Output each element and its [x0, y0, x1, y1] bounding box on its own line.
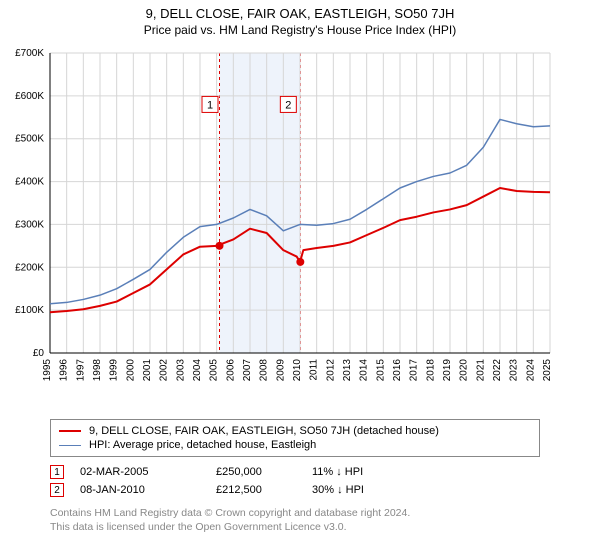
svg-text:2003: 2003 [175, 359, 186, 382]
legend-swatch-icon [59, 430, 81, 432]
svg-text:2016: 2016 [392, 359, 403, 382]
svg-text:£200K: £200K [15, 262, 44, 273]
svg-text:1999: 1999 [109, 359, 120, 382]
svg-text:2001: 2001 [142, 359, 153, 382]
legend-label: HPI: Average price, detached house, East… [89, 439, 316, 451]
legend-swatch-icon [59, 445, 81, 446]
svg-text:2014: 2014 [359, 359, 370, 382]
svg-text:2019: 2019 [442, 359, 453, 382]
svg-text:2005: 2005 [209, 359, 220, 382]
svg-text:2: 2 [285, 99, 291, 111]
sales-table: 1 02-MAR-2005 £250,000 11% ↓ HPI 2 08-JA… [50, 463, 600, 499]
svg-text:2008: 2008 [259, 359, 270, 382]
svg-text:2007: 2007 [242, 359, 253, 382]
svg-text:2000: 2000 [125, 359, 136, 382]
svg-text:£700K: £700K [15, 48, 44, 59]
attribution-line: This data is licensed under the Open Gov… [50, 521, 600, 535]
svg-text:£500K: £500K [15, 134, 44, 145]
svg-text:2015: 2015 [375, 359, 386, 382]
sale-date: 02-MAR-2005 [80, 466, 200, 478]
svg-text:2012: 2012 [325, 359, 336, 382]
svg-text:£0: £0 [33, 348, 45, 359]
svg-text:2022: 2022 [492, 359, 503, 382]
sale-price: £250,000 [216, 466, 296, 478]
svg-text:2011: 2011 [309, 359, 320, 381]
svg-text:2017: 2017 [409, 359, 420, 382]
sale-row: 2 08-JAN-2010 £212,500 30% ↓ HPI [50, 481, 600, 499]
sale-delta: 30% ↓ HPI [312, 484, 392, 496]
svg-text:2021: 2021 [475, 359, 486, 382]
legend-label: 9, DELL CLOSE, FAIR OAK, EASTLEIGH, SO50… [89, 425, 439, 437]
svg-text:2013: 2013 [342, 359, 353, 382]
chart-svg: £0 £100K £200K £300K £400K £500K £600K £700K 199… [0, 43, 560, 413]
svg-text:2025: 2025 [542, 359, 553, 382]
svg-text:2006: 2006 [225, 359, 236, 382]
svg-text:2009: 2009 [275, 359, 286, 382]
legend-item: HPI: Average price, detached house, East… [59, 438, 531, 452]
sale-row: 1 02-MAR-2005 £250,000 11% ↓ HPI [50, 463, 600, 481]
price-chart: £0 £100K £200K £300K £400K £500K £600K £700K 199… [0, 43, 560, 413]
svg-text:1997: 1997 [75, 359, 86, 382]
svg-text:1998: 1998 [92, 359, 103, 382]
svg-text:2024: 2024 [525, 359, 536, 382]
chart-subtitle: Price paid vs. HM Land Registry's House … [10, 21, 590, 37]
legend: 9, DELL CLOSE, FAIR OAK, EASTLEIGH, SO50… [50, 419, 540, 457]
svg-text:2002: 2002 [159, 359, 170, 382]
svg-text:1996: 1996 [59, 359, 70, 382]
svg-text:£400K: £400K [15, 177, 44, 188]
svg-text:2004: 2004 [192, 359, 203, 382]
chart-title: 9, DELL CLOSE, FAIR OAK, EASTLEIGH, SO50… [10, 6, 590, 21]
svg-text:2018: 2018 [425, 359, 436, 382]
sale-price: £212,500 [216, 484, 296, 496]
attribution: Contains HM Land Registry data © Crown c… [50, 507, 600, 534]
svg-text:£100K: £100K [15, 305, 44, 316]
svg-text:1: 1 [207, 99, 213, 111]
svg-text:1995: 1995 [42, 359, 53, 382]
svg-text:£600K: £600K [15, 91, 44, 102]
svg-text:2023: 2023 [509, 359, 520, 382]
sale-marker-icon: 1 [50, 465, 64, 479]
sale-marker-icon: 2 [50, 483, 64, 497]
attribution-line: Contains HM Land Registry data © Crown c… [50, 507, 600, 521]
svg-text:2010: 2010 [292, 359, 303, 382]
sale-delta: 11% ↓ HPI [312, 466, 392, 478]
svg-text:£300K: £300K [15, 219, 44, 230]
sale-date: 08-JAN-2010 [80, 484, 200, 496]
legend-item: 9, DELL CLOSE, FAIR OAK, EASTLEIGH, SO50… [59, 424, 531, 438]
svg-text:2020: 2020 [459, 359, 470, 382]
